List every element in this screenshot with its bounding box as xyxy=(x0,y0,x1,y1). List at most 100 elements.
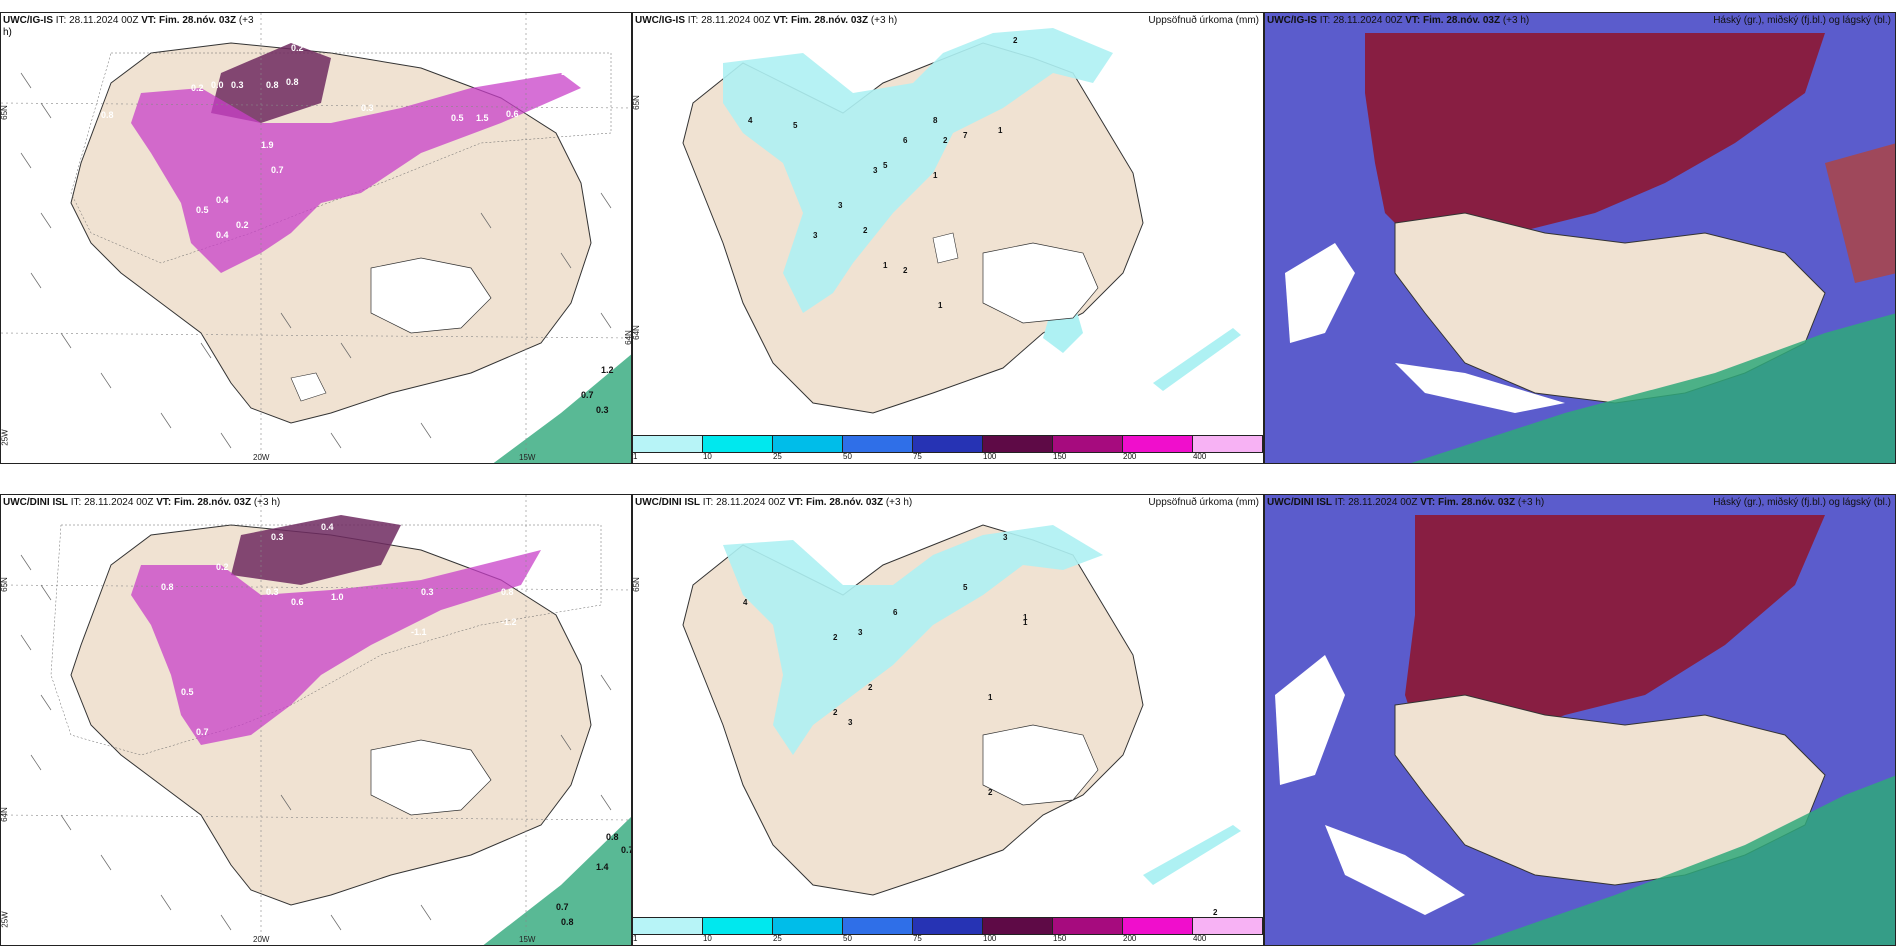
value-label: -1.2 xyxy=(501,617,517,627)
colorbar-label: 10 xyxy=(702,452,712,461)
value-label: 1.4 xyxy=(596,862,609,872)
gridline-65n xyxy=(1,102,631,109)
value-label: 3 xyxy=(838,201,843,210)
colorbar-label: 100 xyxy=(983,452,997,461)
map-cloud-top xyxy=(1265,13,1895,463)
value-label: 2 xyxy=(1213,908,1218,917)
value-label: 3 xyxy=(813,231,818,240)
value-label: 7 xyxy=(963,131,968,140)
side-label-64n: 64N xyxy=(623,330,632,345)
init-time: IT: 28.11.2024 00Z xyxy=(687,15,771,26)
value-label: 1 xyxy=(1023,618,1028,627)
cloud-low xyxy=(1411,313,1895,463)
value-label: -1.1 xyxy=(411,627,427,637)
value-label: 2 xyxy=(903,266,908,275)
value-label: 0.3 xyxy=(231,80,244,90)
precip-band-dark xyxy=(231,515,401,585)
value-label: 0.8 xyxy=(286,77,299,87)
value-label: 4 xyxy=(743,598,748,607)
valid-time: VT: Fim. 28.nóv. 03Z xyxy=(156,497,252,508)
lead-time: (+3 h) xyxy=(885,497,913,508)
side-label-64n: 64N xyxy=(632,325,641,340)
value-label: 0.4 xyxy=(321,522,334,532)
value-label: 2 xyxy=(863,226,868,235)
model-prefix: UWC/IG-IS xyxy=(1267,15,1317,26)
cloud-low xyxy=(1470,775,1895,945)
colorbar-label: 75 xyxy=(912,934,922,943)
glacier-vatnajokull xyxy=(982,724,1099,806)
precip-cyan-north xyxy=(723,525,1103,755)
colorbar-cell xyxy=(773,436,843,452)
value-label: 6 xyxy=(903,136,908,145)
panel-title: Háský (gr.), miðský (fj.bl.) og lágský (… xyxy=(1713,15,1891,26)
value-label: 2 xyxy=(943,136,948,145)
init-time: IT: 28.11.2024 00Z xyxy=(1334,497,1418,508)
value-label: 0.3 xyxy=(596,405,609,415)
lead-time-cont: h) xyxy=(3,27,12,38)
valid-time: VT: Fim. 28.nóv. 03Z xyxy=(1405,15,1501,26)
lon-label-15w: 15W xyxy=(519,453,536,462)
value-label: 0.4 xyxy=(216,230,229,240)
valid-time: VT: Fim. 28.nóv. 03Z xyxy=(773,15,869,26)
value-label: 1.0 xyxy=(331,592,344,602)
model-prefix: UWC/IG-IS xyxy=(635,15,685,26)
lat-label: 65N xyxy=(632,577,641,592)
panel-bottom-right: UWC/DINI ISL IT: 28.11.2024 00Z VT: Fim.… xyxy=(1264,494,1896,946)
value-label: 4 xyxy=(748,116,753,125)
gridline-64n xyxy=(1,332,631,339)
panel-bottom-left: 0.3 0.4 0.2 0.3 0.8 0.5 0.6 1.0 0.3 0.8 0.7 -1.2 -1.… xyxy=(0,494,632,946)
colorbar-cell xyxy=(913,436,983,452)
value-label: 0.0 xyxy=(211,80,224,90)
lead-time: (+3 h) xyxy=(1502,15,1530,26)
value-label: 1.0 xyxy=(561,67,574,77)
panel-title: Uppsöfnuð úrkoma (mm) xyxy=(1148,15,1259,26)
value-label: 1 xyxy=(998,126,1003,135)
clear-west xyxy=(1285,243,1355,343)
value-label: 0.8 xyxy=(161,582,174,592)
side-label-25w: 25W xyxy=(0,429,10,446)
value-label: 0.2 xyxy=(216,562,229,572)
value-label: 0.3 xyxy=(361,103,374,113)
colorbar-label: 1 xyxy=(633,452,638,461)
valid-time: VT: Fim. 28.nóv. 03Z xyxy=(141,15,237,26)
colorbar-cell xyxy=(1053,918,1123,934)
value-label: 2 xyxy=(833,708,838,717)
value-label: 0.8 xyxy=(606,832,619,842)
model-prefix: UWC/IG-IS xyxy=(3,15,53,26)
colorbar-label: 150 xyxy=(1053,452,1067,461)
colorbar-cells xyxy=(633,917,1263,935)
lat-label: 65N xyxy=(632,95,641,110)
value-label: 6 xyxy=(893,608,898,617)
cloud-high xyxy=(1405,515,1825,755)
colorbar-cell xyxy=(633,918,703,934)
colorbar-label: 1 xyxy=(633,934,638,943)
value-label: 1.5 xyxy=(476,113,489,123)
colorbar-label: 100 xyxy=(983,934,997,943)
side-label-64n: 64N xyxy=(0,807,9,822)
value-label: 0.8 xyxy=(501,587,514,597)
colorbar-cell xyxy=(1193,436,1263,452)
value-label: 1.9 xyxy=(261,140,274,150)
colorbar-cell xyxy=(983,918,1053,934)
value-label: 0.8 xyxy=(266,80,279,90)
value-label: 0.3 xyxy=(266,587,279,597)
glacier-vatnajokull xyxy=(370,739,492,816)
colorbar-cell xyxy=(633,436,703,452)
value-label: 0.3 xyxy=(421,587,434,597)
value-label: 3 xyxy=(873,166,878,175)
value-label: 0.6 xyxy=(506,109,519,119)
gridline-65n xyxy=(1,584,631,591)
value-label: 0.7 xyxy=(581,390,594,400)
colorbar-cell xyxy=(1193,918,1263,934)
glacier-vatnajokull xyxy=(982,242,1099,324)
value-label: 2 xyxy=(868,683,873,692)
panel-header: UWC/IG-IS IT: 28.11.2024 00Z VT: Fim. 28… xyxy=(3,15,627,31)
value-label: 0.7 xyxy=(621,845,632,855)
value-label: 2 xyxy=(1013,36,1018,45)
panel-title: Háský (gr.), miðský (fj.bl.) og lágský (… xyxy=(1713,497,1891,508)
model-prefix: UWC/DINI ISL xyxy=(635,497,700,508)
colorbar: 1 10 25 50 75 100 150 200 400 xyxy=(633,917,1263,945)
value-label: 8 xyxy=(933,116,938,125)
panel-header: UWC/IG-IS IT: 28.11.2024 00Z VT: Fim. 28… xyxy=(635,15,1259,31)
panel-title: Uppsöfnuð úrkoma (mm) xyxy=(1148,497,1259,508)
